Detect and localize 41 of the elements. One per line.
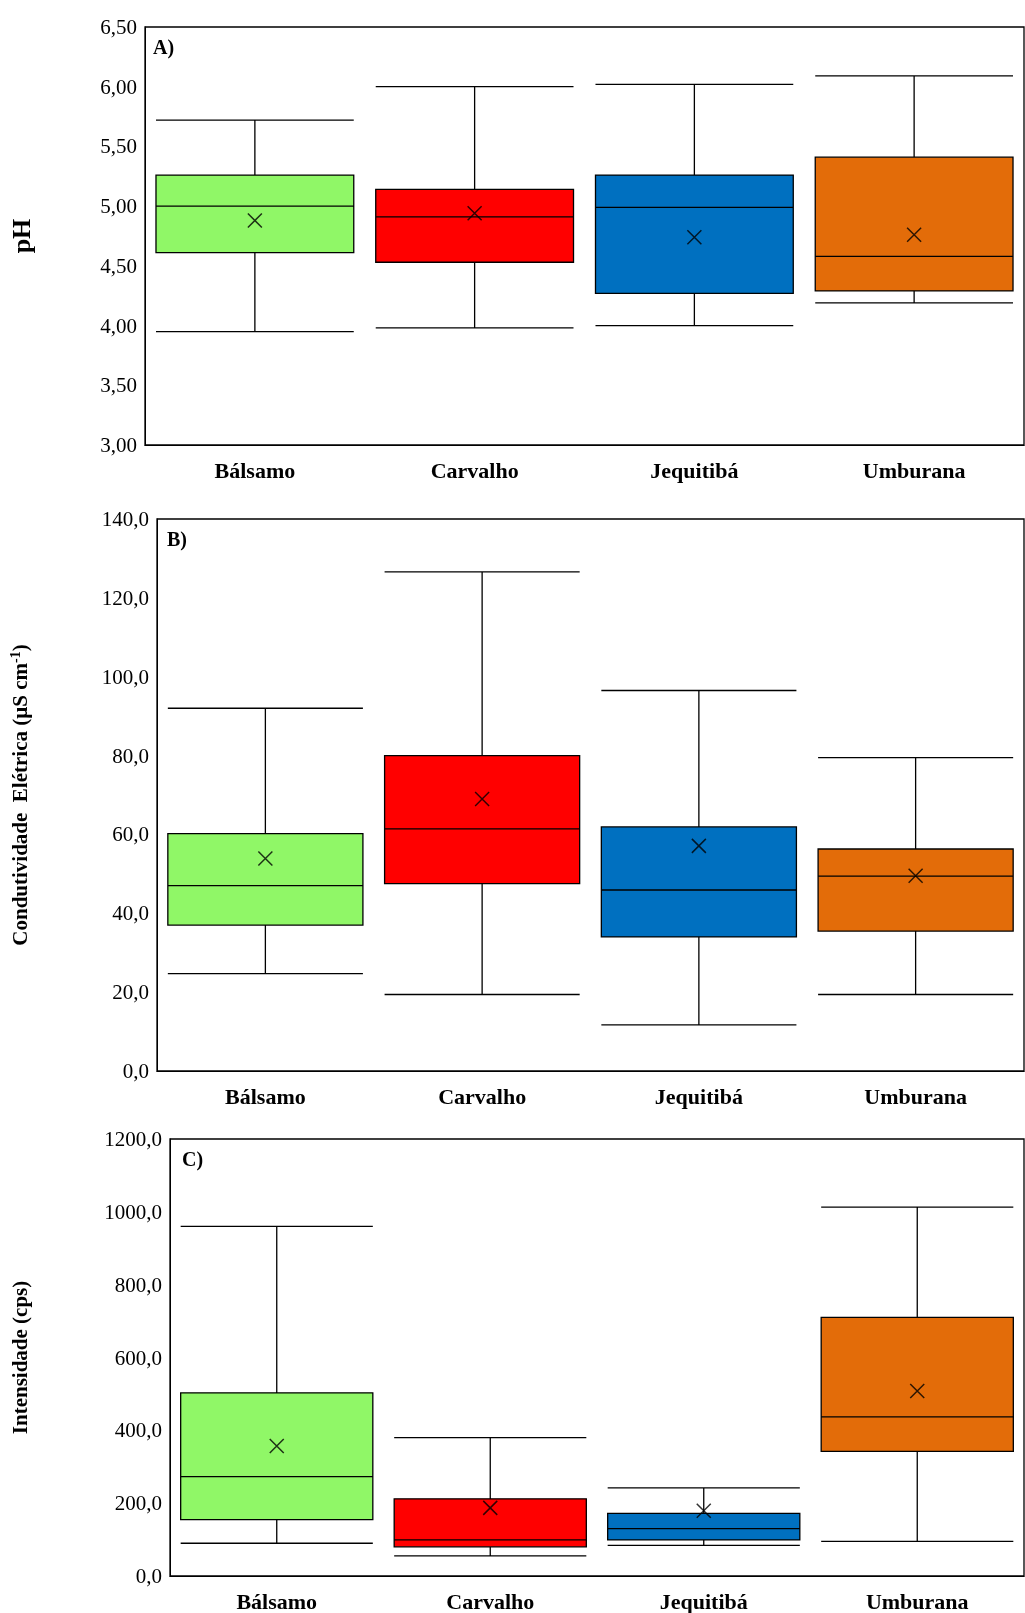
y-tick-label: 1000,0 [104,1199,162,1224]
y-tick-label: 0,0 [135,1564,162,1588]
y-tick-label: 200,0 [114,1491,162,1516]
y-tick-label: 80,0 [112,743,149,768]
y-tick-label: 3,00 [100,433,137,457]
x-tick-label: Umburana [862,457,966,483]
y-tick-label: 140,0 [101,507,149,531]
y-tick-label: 0,0 [122,1059,149,1083]
annotation: C) [182,1148,204,1171]
x-tick-label: Bálsamo [236,1588,318,1613]
y-tick-label: 5,00 [100,194,137,219]
y-tick-label: 5,50 [100,134,137,159]
y-tick-label: 4,50 [100,253,137,278]
x-tick-label: Carvalho [438,1083,527,1109]
x-tick-label: Carvalho [446,1588,535,1613]
x-tick-label: Umburana [865,1588,969,1613]
y-tick-label: 100,0 [101,664,149,689]
y-tick-label: 600,0 [114,1345,162,1370]
x-tick-label: Umburana [864,1083,967,1109]
x-tick-label: Bálsamo [225,1083,306,1109]
y-tick-label: 20,0 [112,980,149,1005]
x-tick-label: Jequitibá [654,1083,743,1109]
y-tick-label: 800,0 [114,1272,162,1297]
y-tick-label: 6,50 [100,15,137,39]
annotation: A) [153,36,175,59]
y-tick-label: 6,00 [100,74,137,99]
y-tick-label: 1200,0 [104,1127,162,1151]
y-tick-label: 120,0 [101,585,149,610]
x-tick-label: Jequitibá [659,1588,748,1613]
y-tick-label: 60,0 [112,822,149,847]
x-tick-label: Jequitibá [650,457,739,483]
annotation: B) [167,528,187,551]
y-tick-label: 400,0 [114,1418,162,1443]
y-tick-label: 3,50 [100,373,137,398]
x-tick-label: Bálsamo [214,457,296,483]
y-axis-title: pH [6,218,36,254]
x-tick-label: Carvalho [430,457,519,483]
y-axis-title: Intensidade (cps) [7,1280,32,1435]
y-axis-title: Condutividade Elétrica (µS cm-1) [7,644,32,946]
y-tick-label: 4,00 [100,313,137,338]
y-tick-label: 40,0 [112,901,149,926]
